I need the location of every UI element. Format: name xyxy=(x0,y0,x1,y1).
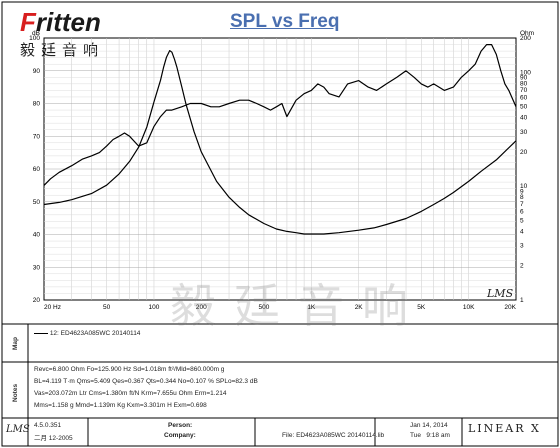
y-left-tick-label: 100 xyxy=(29,35,40,42)
y-left-tick-label: 50 xyxy=(33,199,41,206)
spl-curve xyxy=(43,43,517,186)
x-tick-label: 20K xyxy=(504,304,516,311)
map-legend-index: 12: xyxy=(49,330,59,337)
footer-file: File: ED4623A085WC 20140114.lib xyxy=(282,432,385,439)
y-left-tick-label: 30 xyxy=(33,264,41,271)
chart-curves xyxy=(43,43,517,235)
notes-line-1: Revc=6.800 Ohm Fo=125.900 Hz Sd=1.018m f… xyxy=(34,366,225,373)
footer-date: Jan 14, 2014 xyxy=(410,422,448,429)
y-right-tick-label: 30 xyxy=(520,129,528,136)
y-left-tick-label: 40 xyxy=(33,232,41,239)
footer-company-label: Company: xyxy=(164,432,196,439)
y-right-tick-label: 8 xyxy=(520,194,524,201)
x-tick-label: 20 Hz xyxy=(44,304,61,311)
y-left-tick-label: 90 xyxy=(33,68,41,75)
x-tick-label: 10K xyxy=(463,304,475,311)
y-right-unit-label: Ohm xyxy=(520,30,534,37)
y-right-tick-label: 20 xyxy=(520,149,528,156)
y-left-tick-label: 80 xyxy=(33,101,41,108)
map-legend-date: 20140114 xyxy=(111,330,141,337)
notes-line-2: BL=4.119 T·m Qms=5.409 Qes=0.367 Qts=0.3… xyxy=(34,378,258,385)
map-legend-name: ED4623A085WC xyxy=(60,330,111,337)
y-right-tick-label: 4 xyxy=(520,228,524,235)
y-right-tick-label: 100 xyxy=(520,69,531,76)
y-right-tick-label: 9 xyxy=(520,188,524,195)
notes-section-label: Notes xyxy=(12,383,19,402)
y-right-tick-label: 70 xyxy=(520,87,528,94)
x-tick-label: 200 xyxy=(196,304,207,311)
y-right-tick-label: 5 xyxy=(520,217,524,224)
y-right-tick-label: 80 xyxy=(520,80,528,87)
y-right-tick-label: 2 xyxy=(520,263,524,270)
footer-version-date: 二月 12-2005 xyxy=(34,435,73,442)
map-legend-entry: 12: ED4623A085WC 20140114 xyxy=(34,330,140,337)
footer-time: Tue 9:18 am xyxy=(410,432,450,439)
y-right-tick-label: 40 xyxy=(520,115,528,122)
x-tick-label: 50 xyxy=(103,304,111,311)
logo-wordmark: Fritten xyxy=(20,7,101,37)
brand-logo: Fritten 毅廷音响 xyxy=(6,4,136,59)
footer-lms-logo: LMS xyxy=(6,424,30,435)
chart-tick-labels: 20 Hz 50 100 200 500 1K 2K 5K 10K 20K203040506070… xyxy=(29,30,534,311)
lms-chart-mark: LMS xyxy=(487,287,514,300)
x-tick-label: 500 xyxy=(259,304,270,311)
y-right-tick-label: 10 xyxy=(520,183,528,190)
watermark-text: 毅廷音响 xyxy=(170,279,426,333)
x-tick-label: 2K xyxy=(355,304,364,311)
x-tick-label: 100 xyxy=(149,304,160,311)
map-legend-line-icon xyxy=(34,332,48,334)
y-right-tick-label: 50 xyxy=(520,104,528,111)
footer-linearx-logo: LINEAR X xyxy=(468,422,541,435)
y-right-tick-label: 6 xyxy=(520,208,524,215)
x-tick-label: 1K xyxy=(307,304,316,311)
y-left-tick-label: dB xyxy=(32,30,40,37)
y-left-tick-label: 20 xyxy=(33,297,41,304)
footer-version: 4.5.0.351 xyxy=(34,422,62,429)
y-right-tick-label: 1 xyxy=(520,297,524,304)
logo-chinese-name: 毅廷音响 xyxy=(20,41,105,59)
impedance-curve xyxy=(43,49,517,235)
y-right-tick-label: 90 xyxy=(520,74,528,81)
footer-person-label: Person: xyxy=(168,422,193,429)
map-section-label: Map xyxy=(12,337,19,350)
y-right-tick-label: 3 xyxy=(520,243,524,250)
chart-title: SPL vs Freq xyxy=(230,11,340,32)
x-tick-label: 5K xyxy=(417,304,426,311)
chart-grid xyxy=(43,37,517,301)
y-left-tick-label: 60 xyxy=(33,166,41,173)
notes-line-4: Mms=1.158 g Mmd=1.139m Kg Kxm=3.301m H E… xyxy=(34,402,207,409)
y-right-tick-label: 60 xyxy=(520,95,528,102)
y-right-tick-label: 200 xyxy=(520,35,531,42)
y-left-tick-label: 70 xyxy=(33,133,41,140)
y-right-tick-label: 7 xyxy=(520,201,524,208)
notes-line-3: Vas=203.072m Ltr Cms=1.380m ft/N Krm=7.6… xyxy=(34,390,227,397)
